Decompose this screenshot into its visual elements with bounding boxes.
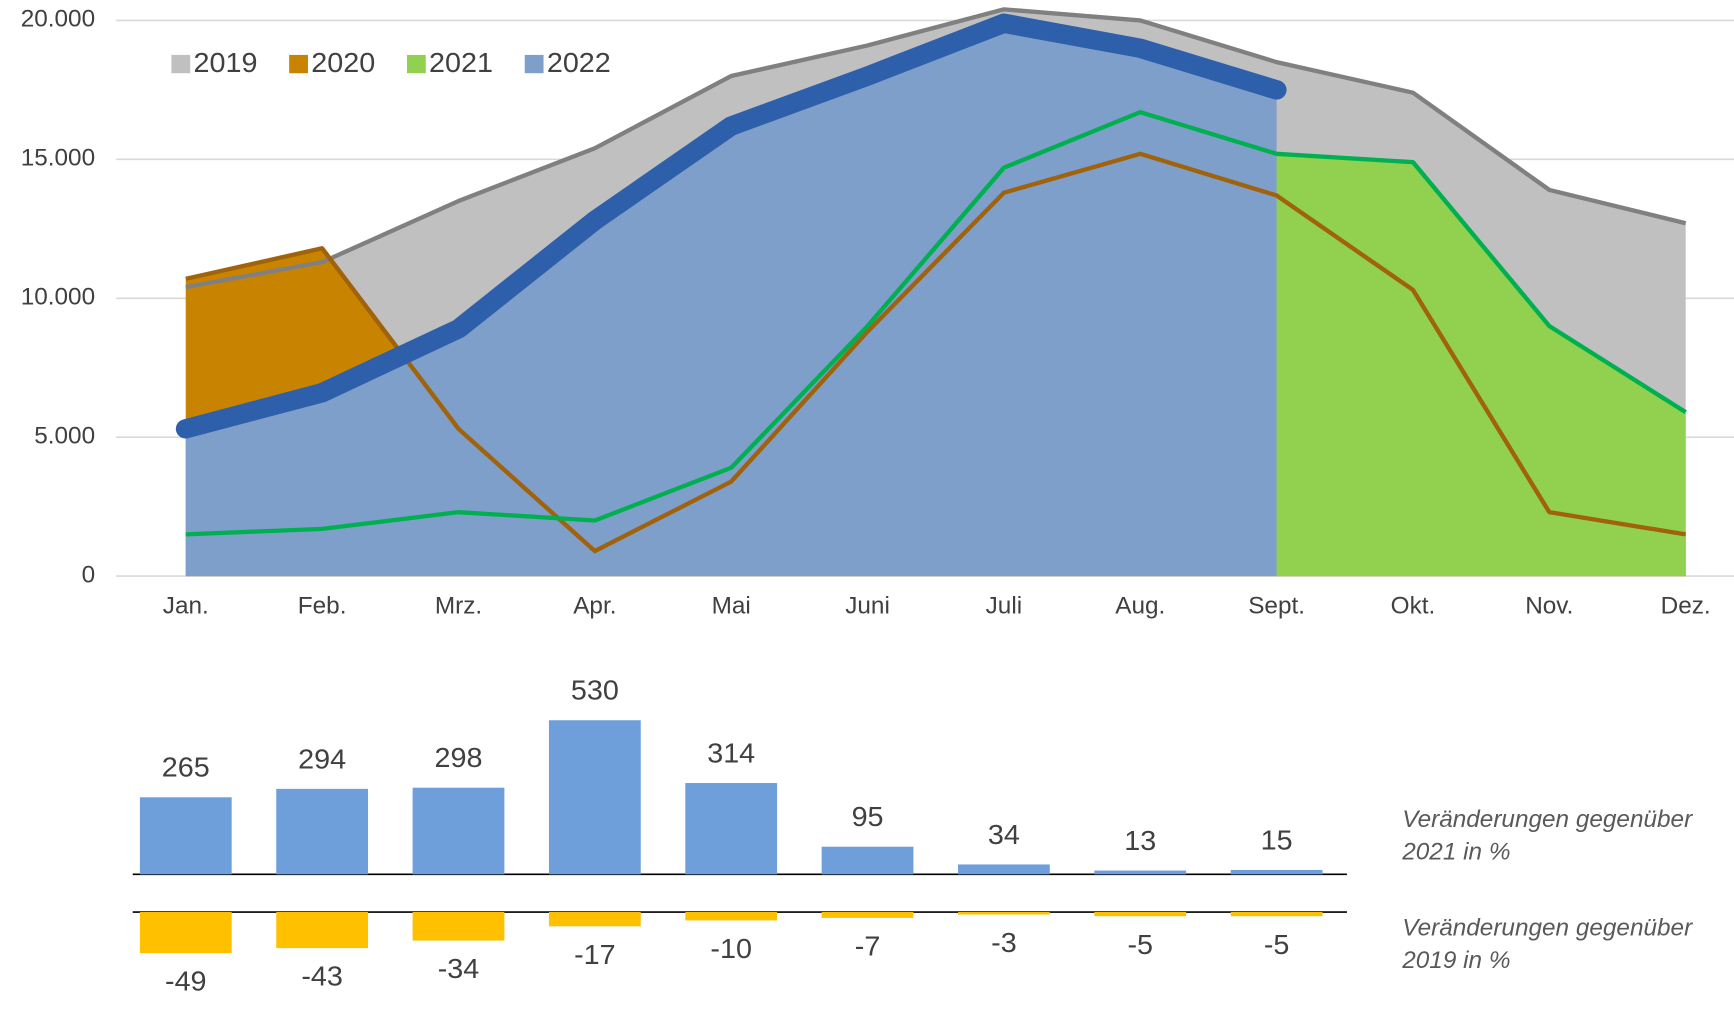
x-tick-label: Nov.	[1525, 593, 1573, 620]
data-label: -5	[1127, 929, 1153, 961]
data-label: -7	[855, 931, 881, 963]
data-label: 13	[1124, 825, 1156, 857]
line	[185, 7, 1687, 290]
data-label: 294	[298, 744, 346, 776]
data-label: 15	[1261, 825, 1293, 857]
bar	[412, 787, 505, 875]
data-label: -10	[710, 933, 752, 965]
data-label: -17	[574, 939, 616, 971]
bar	[548, 912, 641, 927]
data-label: 95	[852, 801, 884, 833]
bar	[685, 783, 778, 875]
series-name: Veränderungen gegenüber 2019 in %	[1402, 914, 1693, 974]
y-tick-label: 20.000	[21, 6, 95, 33]
y-tick-label: 5.000	[34, 423, 95, 450]
series-note: Veränderungen gegenüber 2021 in %	[1402, 805, 1693, 865]
bar	[412, 912, 505, 941]
data-label: -49	[165, 966, 207, 998]
area	[185, 23, 1277, 577]
x-tick-label: Okt.	[1391, 593, 1436, 620]
series-name: Veränderungen gegenüber 2021 in %	[1402, 805, 1693, 865]
legend-label: 2022	[547, 47, 611, 79]
legend-swatch	[406, 54, 426, 74]
bar	[958, 864, 1050, 875]
line	[175, 13, 1287, 439]
data-label: -5	[1264, 929, 1290, 961]
data-label: -3	[991, 927, 1017, 959]
data-label: 314	[707, 738, 755, 770]
legend-swatch	[524, 54, 544, 74]
y-tick-label: 0	[82, 562, 96, 589]
bar	[139, 912, 232, 954]
x-tick-label: Juni	[845, 593, 890, 620]
bar	[685, 912, 778, 921]
series-note: Veränderungen gegenüber 2019 in %	[1402, 914, 1693, 974]
x-tick-label: Jan.	[163, 593, 209, 620]
data-label: 34	[988, 819, 1020, 851]
bar	[548, 720, 641, 875]
y-tick-label: 10.000	[21, 284, 95, 311]
bar	[958, 912, 1050, 915]
x-tick-label: Mai	[712, 593, 751, 620]
bar	[276, 788, 369, 875]
legend-swatch	[171, 54, 191, 74]
y-tick-label: 15.000	[21, 145, 95, 172]
data-label: -43	[301, 961, 343, 993]
legend-label: 2020	[311, 47, 375, 79]
line	[185, 151, 1687, 554]
x-tick-label: Mrz.	[435, 593, 482, 620]
bar	[1230, 869, 1323, 875]
bar	[276, 912, 369, 949]
legend-label: 2021	[429, 47, 493, 79]
bar	[1094, 870, 1187, 875]
data-label: 265	[162, 752, 210, 784]
bar	[821, 846, 914, 875]
x-tick-label: Juli	[986, 593, 1022, 620]
legend-label: 2019	[194, 47, 258, 79]
data-label: 298	[435, 742, 483, 774]
x-tick-label: Apr.	[573, 593, 616, 620]
bar	[821, 912, 914, 918]
legend-swatch	[289, 54, 308, 74]
bar	[139, 797, 232, 875]
bar	[1230, 912, 1323, 917]
line	[185, 109, 1687, 537]
data-label: 530	[571, 675, 619, 707]
x-tick-label: Aug.	[1115, 593, 1165, 620]
x-tick-label: Feb.	[298, 593, 347, 620]
x-tick-label: Dez.	[1661, 593, 1711, 620]
bar	[1094, 912, 1187, 917]
data-label: -34	[438, 953, 480, 985]
x-tick-label: Sept.	[1248, 593, 1305, 620]
